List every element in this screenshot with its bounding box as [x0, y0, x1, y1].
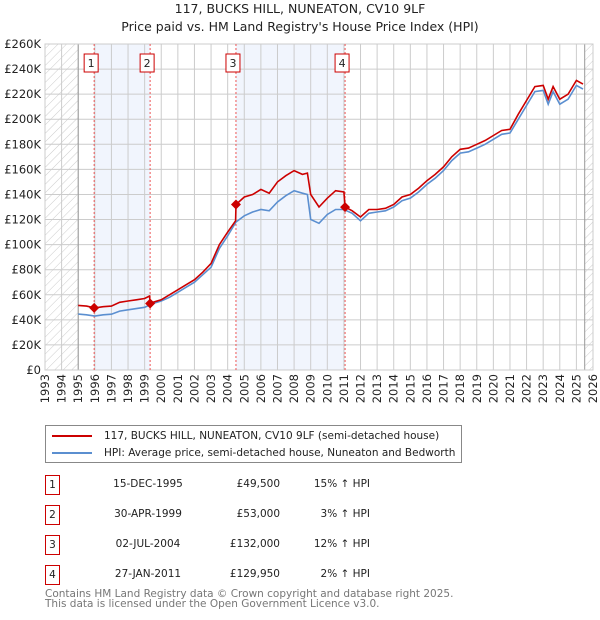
- sale-point: [230, 199, 241, 210]
- transaction-date: 30-APR-1999: [114, 508, 182, 520]
- sale-label-box: [334, 53, 350, 73]
- y-tick-label: £220K: [4, 87, 41, 101]
- x-tick-label: 2026: [586, 374, 600, 403]
- sale-label-box: [83, 53, 99, 73]
- y-tick-label: £100K: [4, 238, 41, 252]
- x-tick-label: 2010: [320, 374, 334, 403]
- x-tick-label: 2016: [420, 374, 434, 403]
- x-tick-label: 1999: [138, 374, 152, 403]
- x-tick-label: 2009: [304, 374, 318, 403]
- x-tick-label: 1997: [104, 374, 118, 403]
- x-tick-label: 2007: [270, 374, 284, 403]
- x-tick-label: 2012: [354, 374, 368, 403]
- y-tick-label: £200K: [4, 112, 41, 126]
- x-tick-label: 1998: [121, 374, 135, 403]
- x-tick-label: 2023: [536, 374, 550, 403]
- line-chart: £0 £20K £40K £60K £80K £100K £120K £140K £160K £1…: [4, 37, 600, 403]
- transaction-price: £49,500: [236, 478, 280, 490]
- y-tick-label: £0: [26, 363, 41, 377]
- x-tick-label: 2020: [486, 374, 500, 403]
- footer-line-2: This data is licensed under the Open Gov…: [45, 598, 380, 610]
- x-tick-label: 2018: [453, 374, 467, 403]
- legend-item-hpi: HPI: Average price, semi-detached house,…: [46, 445, 455, 461]
- legend-swatch-blue: [52, 452, 92, 454]
- x-tick-label: 2013: [370, 374, 384, 403]
- transaction-date: 27-JAN-2011: [114, 568, 182, 580]
- sale-point: [145, 298, 156, 309]
- sale-label: 1: [88, 57, 95, 70]
- sale-label-box: [139, 53, 155, 73]
- footer: Contains HM Land Registry data © Crown c…: [45, 588, 454, 610]
- y-tick-label: £180K: [4, 137, 41, 151]
- transaction-hpi-diff: 15% ↑ HPI: [313, 478, 370, 490]
- sale-point: [89, 302, 100, 313]
- y-tick-label: £40K: [12, 313, 42, 327]
- x-tick-label: 2025: [569, 374, 583, 403]
- legend-label-property: 117, BUCKS HILL, NUNEATON, CV10 9LF (sem…: [104, 430, 440, 442]
- x-tick-label: 2004: [221, 374, 235, 403]
- x-tick-label: 1995: [71, 374, 85, 403]
- sale-point: [340, 202, 351, 213]
- transaction-hpi-diff: 3% ↑ HPI: [320, 508, 370, 520]
- y-tick-label: £240K: [4, 62, 41, 76]
- legend-label-hpi: HPI: Average price, semi-detached house,…: [104, 447, 456, 459]
- transaction-hpi-diff: 12% ↑ HPI: [313, 538, 370, 550]
- sale-label: 3: [229, 57, 236, 70]
- x-tick-label: 2014: [387, 374, 401, 403]
- x-tick-label: 2002: [187, 374, 201, 403]
- chart-legend: 117, BUCKS HILL, NUNEATON, CV10 9LF (sem…: [45, 425, 462, 463]
- sale-label-box: [225, 53, 241, 73]
- transaction-hpi-diff: 2% ↑ HPI: [320, 568, 370, 580]
- legend-item-property: 117, BUCKS HILL, NUNEATON, CV10 9LF (sem…: [46, 428, 439, 444]
- y-tick-label: £60K: [12, 288, 42, 302]
- transaction-number: 2: [45, 505, 60, 525]
- y-tick-label: £20K: [12, 338, 42, 352]
- transaction-number: 4: [45, 565, 60, 585]
- y-tick-label: £140K: [4, 187, 41, 201]
- sale-label: 2: [144, 57, 151, 70]
- legend-swatch-red: [52, 435, 92, 437]
- x-tick-label: 1993: [38, 374, 52, 403]
- hatched-no-data-region: [584, 44, 593, 370]
- chart-title: 117, BUCKS HILL, NUNEATON, CV10 9LF: [174, 1, 426, 16]
- x-tick-label: 2003: [204, 374, 218, 403]
- hpi-series-line: [78, 84, 584, 317]
- sale-label: 4: [339, 57, 346, 70]
- x-tick-label: 2001: [171, 374, 185, 403]
- y-tick-label: £160K: [4, 162, 41, 176]
- footer-line-1: Contains HM Land Registry data © Crown c…: [45, 588, 454, 600]
- x-tick-label: 2006: [254, 374, 268, 403]
- x-tick-label: 2024: [553, 374, 567, 403]
- x-tick-label: 2021: [503, 374, 517, 403]
- x-tick-label: 2000: [154, 374, 168, 403]
- x-tick-label: 1996: [88, 374, 102, 403]
- shaded-period: [235, 44, 346, 370]
- transaction-price: £132,000: [229, 538, 280, 550]
- x-tick-label: 2005: [237, 374, 251, 403]
- property-series-line: [78, 79, 584, 309]
- x-tick-label: 2017: [437, 374, 451, 403]
- chart-subtitle: Price paid vs. HM Land Registry's House …: [121, 19, 479, 34]
- transaction-price: £53,000: [236, 508, 280, 520]
- transaction-number: 1: [45, 475, 60, 495]
- y-tick-label: £120K: [4, 213, 41, 227]
- transaction-date: 15-DEC-1995: [113, 478, 183, 490]
- y-tick-label: £260K: [4, 37, 41, 51]
- transaction-number: 3: [45, 535, 60, 555]
- x-tick-label: 2011: [337, 374, 351, 403]
- x-tick-label: 1994: [55, 374, 69, 403]
- shaded-period: [94, 44, 151, 370]
- transaction-price: £129,950: [229, 568, 280, 580]
- x-tick-label: 2008: [287, 374, 301, 403]
- x-tick-label: 2019: [470, 374, 484, 403]
- y-tick-label: £80K: [12, 263, 42, 277]
- x-tick-label: 2022: [520, 374, 534, 403]
- x-tick-label: 2015: [403, 374, 417, 403]
- transaction-date: 02-JUL-2004: [115, 538, 181, 550]
- plot-frame: [44, 43, 594, 371]
